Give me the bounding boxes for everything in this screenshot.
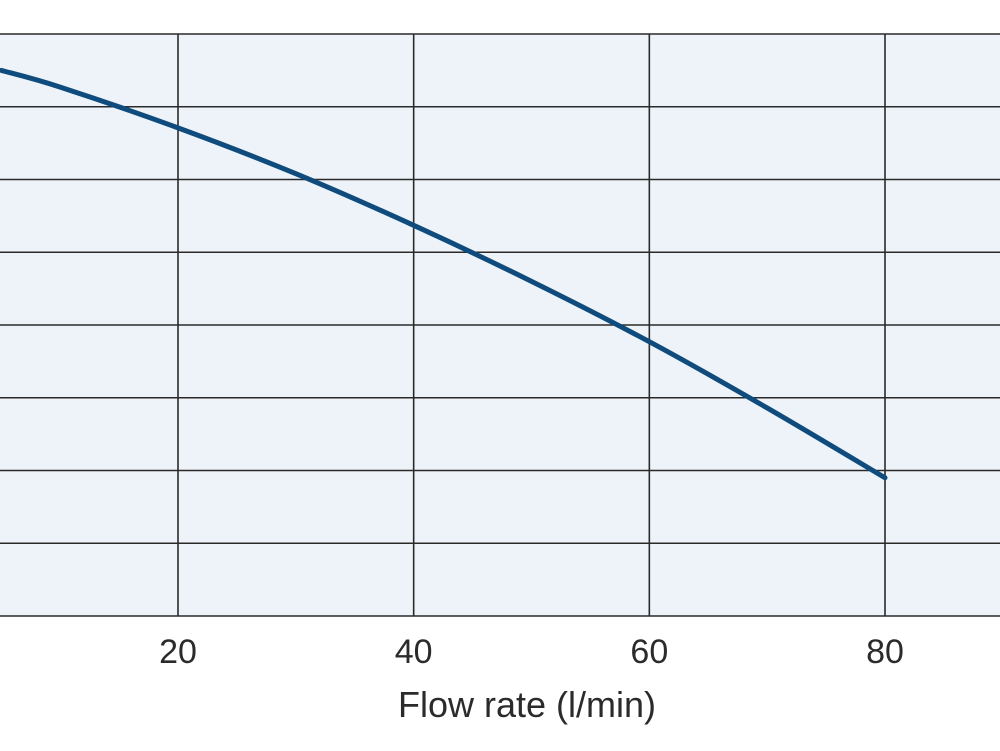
x-tick-label-80: 80 — [866, 633, 904, 671]
x-tick-label-60: 60 — [630, 633, 668, 671]
x-tick-label-20: 20 — [159, 633, 197, 671]
x-axis-label: Flow rate (l/min) — [398, 684, 656, 725]
x-tick-label-40: 40 — [395, 633, 433, 671]
x-tick-labels: 20 40 60 80 — [159, 633, 904, 671]
horizontal-gridlines — [0, 33, 1000, 617]
vertical-gridlines — [177, 34, 886, 616]
series-line — [0, 67, 888, 481]
